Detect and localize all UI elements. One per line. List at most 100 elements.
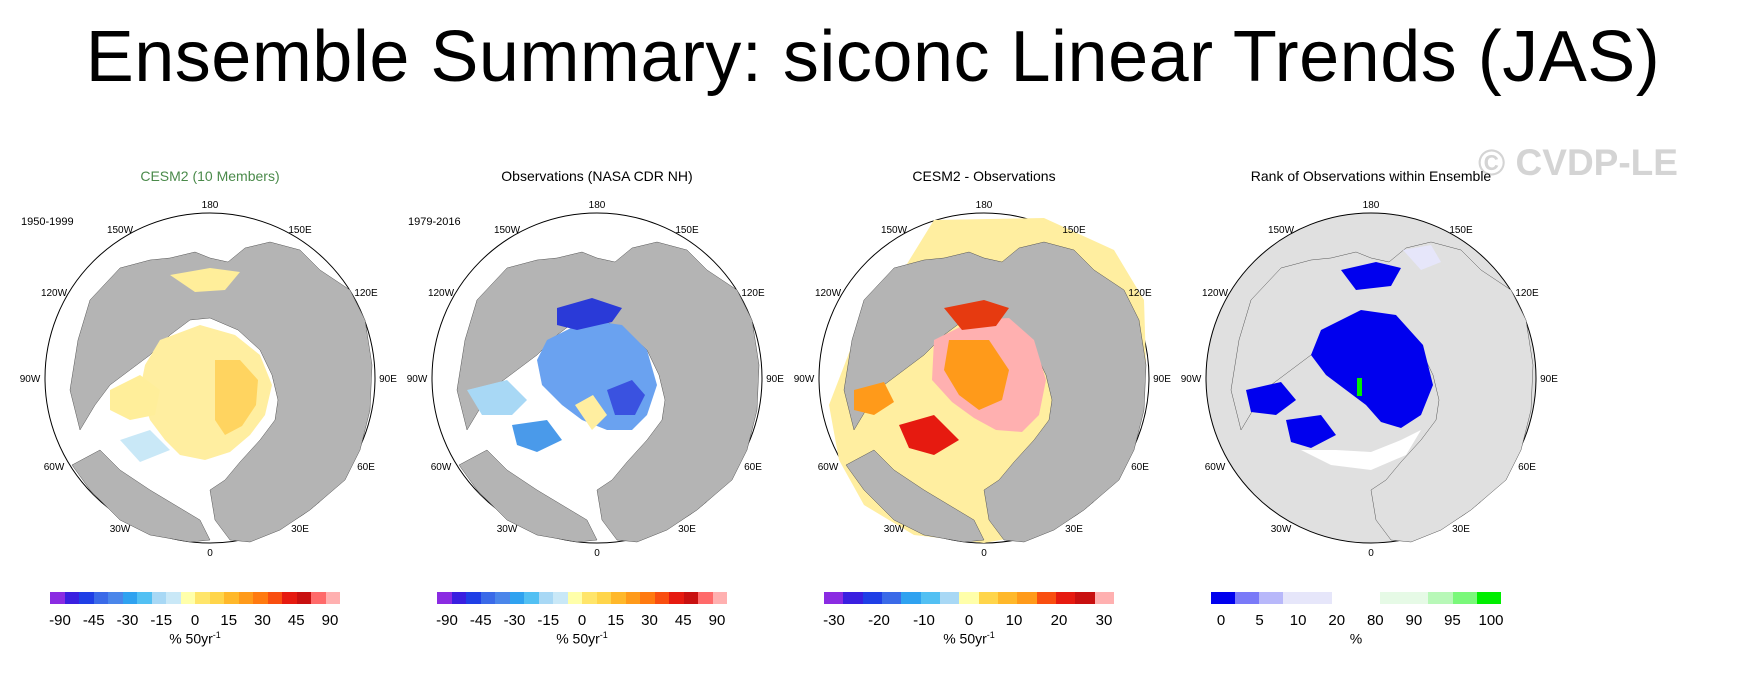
lon-label-120e: 120E xyxy=(354,288,378,299)
lon-label-180: 180 xyxy=(589,200,606,211)
land-masses xyxy=(69,241,373,543)
colorbar: % 0 5 10 20 80 90 95 100 xyxy=(1211,592,1541,647)
colorbar-tick-label: -30 xyxy=(116,612,139,629)
colorbar-swatch xyxy=(997,592,1018,604)
colorbar-tick-label: 15 xyxy=(220,612,238,629)
colorbar-tick-label: -10 xyxy=(913,612,935,629)
colorbar-swatch xyxy=(509,592,524,604)
lon-label-90w: 90W xyxy=(20,374,41,385)
colorbar-swatch xyxy=(325,592,340,604)
colorbar-swatch xyxy=(596,592,611,604)
lon-label-0: 0 xyxy=(594,548,600,559)
lon-label-120w: 120W xyxy=(815,288,842,299)
lon-label-0: 0 xyxy=(981,548,987,559)
colorbar-tick-label: -45 xyxy=(469,612,492,629)
colorbar-swatch xyxy=(959,592,979,604)
colorbar-swatch xyxy=(79,592,94,604)
page-title: Ensemble Summary: siconc Linear Trends (… xyxy=(85,17,1661,97)
lon-label-30e: 30E xyxy=(678,524,696,535)
colorbar-swatch xyxy=(1283,592,1308,604)
colorbar-swatch xyxy=(267,592,282,604)
colorbar-swatch xyxy=(712,592,727,604)
colorbar-swatch xyxy=(108,592,123,604)
colorbar-swatch xyxy=(64,592,79,604)
colorbar-tick-label: -15 xyxy=(537,612,560,629)
lon-label-60e: 60E xyxy=(744,462,762,473)
lon-label-180: 180 xyxy=(1363,200,1380,211)
panel-title: CESM2 - Observations xyxy=(912,168,1056,184)
colorbar-tick-label: 0 xyxy=(1216,612,1226,629)
sea-ice-trend-field xyxy=(110,268,272,462)
colorbar-swatch xyxy=(1036,592,1056,604)
colorbar-swatch xyxy=(1017,592,1037,604)
lon-label-30w: 30W xyxy=(497,524,518,535)
colorbar-swatch xyxy=(151,592,166,604)
colorbar-swatch xyxy=(1476,592,1501,604)
colorbar-tick-label: 15 xyxy=(607,612,625,629)
colorbar-tick-label: 30 xyxy=(254,612,271,629)
colorbar-swatch xyxy=(611,592,626,604)
colorbar-swatch xyxy=(238,592,253,604)
colorbar-swatch xyxy=(683,592,698,604)
colorbar-swatch xyxy=(640,592,655,604)
colorbar-tick-label: -15 xyxy=(150,612,173,629)
lon-label-60w: 60W xyxy=(44,462,65,473)
lon-label-0: 0 xyxy=(207,548,213,559)
panel-observations: Observations (NASA CDR NH) 1979-2016 180… xyxy=(397,160,797,647)
panel-cesm2: CESM2 (10 Members) 1950-1999 180 150E 12… xyxy=(10,160,410,647)
colorbar-swatch xyxy=(824,592,844,604)
colorbar-swatch xyxy=(1259,592,1284,604)
colorbar-tick-label: 45 xyxy=(287,612,305,629)
colorbar-swatch xyxy=(843,592,863,604)
lon-label-150e: 150E xyxy=(1062,225,1086,236)
lon-label-30e: 30E xyxy=(291,524,309,535)
colorbar-swatch xyxy=(698,592,713,604)
colorbar-swatch xyxy=(582,592,597,604)
lon-label-60w: 60W xyxy=(1205,462,1226,473)
colorbar-swatch xyxy=(881,592,902,604)
lon-label-120w: 120W xyxy=(1202,288,1229,299)
watermark: © CVDP-LE xyxy=(1478,142,1678,183)
lon-label-30w: 30W xyxy=(1271,524,1292,535)
colorbar-unit: % 50yr-1 xyxy=(169,630,221,647)
colorbar-swatch xyxy=(654,592,669,604)
colorbar-tick-label: -30 xyxy=(503,612,526,629)
panel-title: Observations (NASA CDR NH) xyxy=(501,168,693,184)
lon-label-150e: 150E xyxy=(675,225,699,236)
colorbar-swatch xyxy=(437,592,452,604)
lon-label-120e: 120E xyxy=(1128,288,1152,299)
colorbar-swatches xyxy=(1211,592,1501,604)
colorbar-swatch xyxy=(93,592,108,604)
colorbar-swatches xyxy=(437,592,727,604)
panel-difference: CESM2 - Observations 180 150E 120E 90E 6… xyxy=(784,160,1184,647)
lon-label-150w: 150W xyxy=(494,225,521,236)
lon-label-90e: 90E xyxy=(379,374,397,385)
colorbar-tick-label: 90 xyxy=(708,612,726,629)
lon-label-90e: 90E xyxy=(1153,374,1171,385)
colorbar-tick-label: 10 xyxy=(1005,612,1023,629)
colorbar-swatch xyxy=(137,592,152,604)
colorbar-swatch xyxy=(978,592,998,604)
colorbar-swatch xyxy=(1331,592,1356,604)
colorbar-tick-label: -20 xyxy=(868,612,890,629)
colorbar-tick-label: 95 xyxy=(1444,612,1461,629)
colorbar-tick-label: 10 xyxy=(1289,612,1307,629)
colorbar: % 50yr-1 -90 -45 -30 -15 0 15 30 45 90 xyxy=(49,592,380,647)
colorbar-swatch xyxy=(122,592,137,604)
colorbar-swatch xyxy=(939,592,960,604)
colorbar-tick-label: 20 xyxy=(1328,612,1346,629)
colorbar-tick-label: 20 xyxy=(1050,612,1068,629)
sea-ice-trend-field xyxy=(854,300,1046,455)
colorbar-swatch xyxy=(1307,592,1332,604)
colorbar-swatch xyxy=(224,592,239,604)
colorbar-tick-label: -90 xyxy=(436,612,458,629)
colorbar-swatch xyxy=(495,592,510,604)
lon-label-180: 180 xyxy=(976,200,993,211)
colorbar-swatch xyxy=(625,592,640,604)
colorbar-tick-label: 100 xyxy=(1478,612,1504,629)
colorbar-swatch xyxy=(1428,592,1453,604)
colorbar-swatch xyxy=(466,592,481,604)
lon-label-120e: 120E xyxy=(741,288,765,299)
colorbar-tick-label: -90 xyxy=(49,612,71,629)
colorbar-swatches xyxy=(824,592,1114,604)
